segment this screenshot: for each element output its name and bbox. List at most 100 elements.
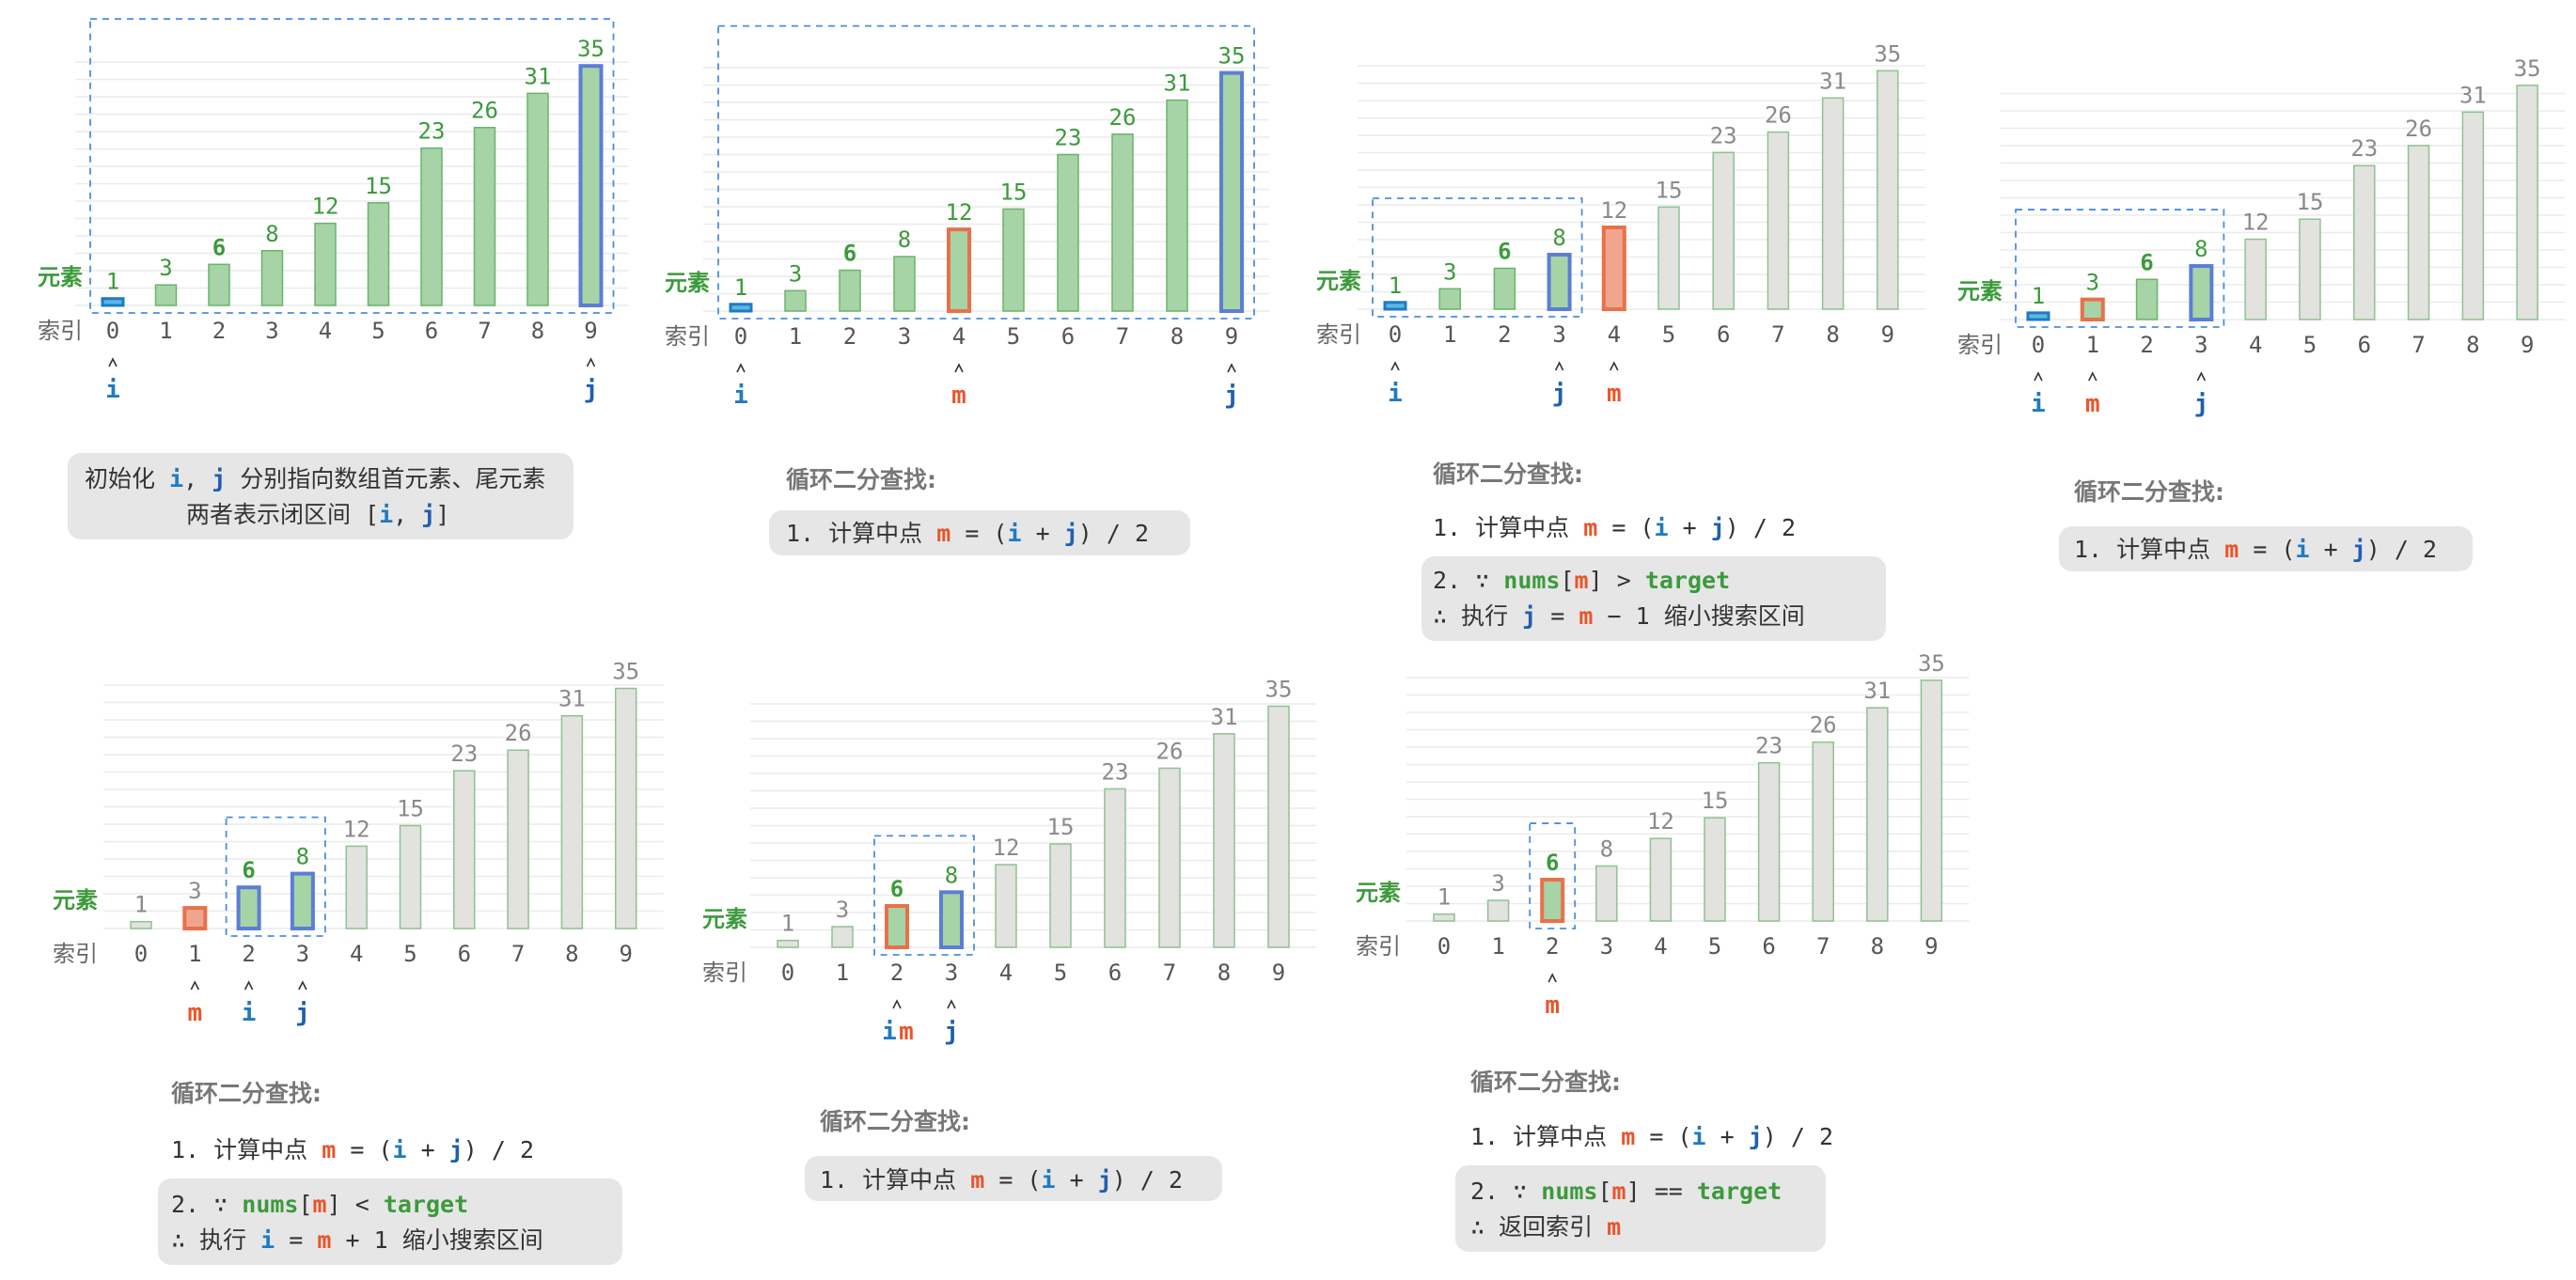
caption-fragment: target [384,1191,468,1218]
pointer-arrow-icon [243,980,254,991]
pointer-label: i [2031,390,2046,418]
data-label: 31 [1211,704,1238,730]
bar [1213,733,1235,948]
tick-label: 9 [1881,321,1894,348]
data-label: 12 [946,199,973,226]
data-label: 35 [612,659,639,685]
bar [473,126,496,306]
tick-label: 4 [999,960,1013,986]
caption-fragment: + 1 缩小搜索区间 [331,1226,542,1254]
tick-label: 4 [952,323,966,350]
tick-label: 0 [1437,933,1451,960]
data-label: 3 [1491,870,1504,897]
bar [1104,788,1126,948]
caption-fragment: + [1669,514,1711,541]
caption-fragment: nums [1541,1178,1597,1205]
tick-label: 6 [1108,960,1122,986]
data-label: 12 [1600,197,1627,224]
data-label: 8 [296,844,309,870]
caption-fragment: m [1612,1178,1626,1205]
bar [1486,899,1510,922]
pointer-arrow-icon [1547,973,1557,983]
bar [154,284,178,306]
tick-label: 4 [1654,933,1667,960]
caption-fragment: 1. 计算中点 [171,1136,322,1163]
caption-fragment: m [2224,536,2238,563]
bar [1002,208,1025,312]
caption-fragment: m [1579,602,1593,630]
bar [314,222,337,306]
caption-fragment: j [1064,520,1078,547]
search-range-box [89,18,615,314]
step1-caption: 1. 计算中点 m = (i + j) / 2 [1433,514,1796,541]
data-label: 23 [1710,122,1737,148]
bar [2135,278,2159,320]
step2-caption-box [158,1179,622,1265]
data-label: 6 [843,241,856,267]
tick-label: 0 [134,941,148,967]
element-label: 元素 [1316,268,1361,294]
caption-fragment: m [970,1166,984,1194]
tick-label: 7 [511,941,525,967]
index-label: 索引 [702,960,747,986]
data-label: 8 [1552,225,1565,251]
data-label: 26 [505,720,532,746]
pointer-label: i [733,382,748,410]
caption-fragment: = ( [984,1166,1041,1194]
index-label: 索引 [1356,933,1401,960]
data-label: 26 [1765,102,1792,129]
tick-label: 0 [2032,332,2045,358]
data-label: 26 [1109,104,1137,131]
pointer-label: m [1607,380,1622,408]
tick-label: 2 [1546,933,1559,960]
caption-fragment: ) / 2 [1725,514,1796,541]
caption-fragment: + [2310,536,2352,563]
caption-fragment: 分别指向数组首元素、尾元素 [226,465,545,492]
data-label: 3 [2086,270,2099,296]
pointer-label: j [1552,380,1567,408]
caption-fragment: ) / 2 [463,1136,534,1163]
bar [399,824,422,929]
data-label: 6 [890,876,903,902]
caption-fragment: 1. 计算中点 [820,1166,970,1194]
step1-caption: 1. 计算中点 m = (i + j) / 2 [2074,536,2437,563]
tick-label: 6 [1061,323,1075,350]
data-label: 3 [789,260,802,287]
data-label: 35 [577,36,605,62]
pointer-arrow-icon [2034,371,2043,382]
tick-label: 1 [2086,332,2099,358]
tick-label: 6 [1717,321,1730,348]
tick-label: 0 [1389,321,1402,348]
bar [1540,878,1565,924]
caption-fragment: nums [1503,567,1560,594]
data-label: 6 [212,234,226,260]
caption-fragment: j [1711,514,1725,541]
search-range-box [2015,209,2225,328]
pointer-label: m [899,1018,914,1046]
step1-caption: 1. 计算中点 m = (i + j) / 2 [1470,1123,1833,1150]
search-range-box [225,816,326,937]
caption-fragment: 初始化 [85,465,169,492]
index-label: 索引 [38,318,83,344]
data-label: 23 [1755,733,1783,759]
bar [1649,837,1673,922]
caption-fragment: ) / 2 [1112,1166,1183,1194]
pointer-arrow-icon [1390,361,1400,371]
bar [1767,131,1790,310]
tick-label: 6 [458,941,471,967]
data-label: 3 [159,255,172,281]
bar [1166,99,1188,312]
step1-caption-box [805,1156,1222,1201]
data-label: 12 [1647,808,1674,835]
caption-fragment: ] > [1589,567,1645,594]
caption-fragment: + [1706,1123,1749,1150]
bar [729,303,753,313]
bar [1812,741,1834,922]
caption-fragment: = ( [1597,514,1654,541]
pointer-arrow-icon [947,999,956,1009]
caption-fragment: m [1607,1213,1621,1241]
